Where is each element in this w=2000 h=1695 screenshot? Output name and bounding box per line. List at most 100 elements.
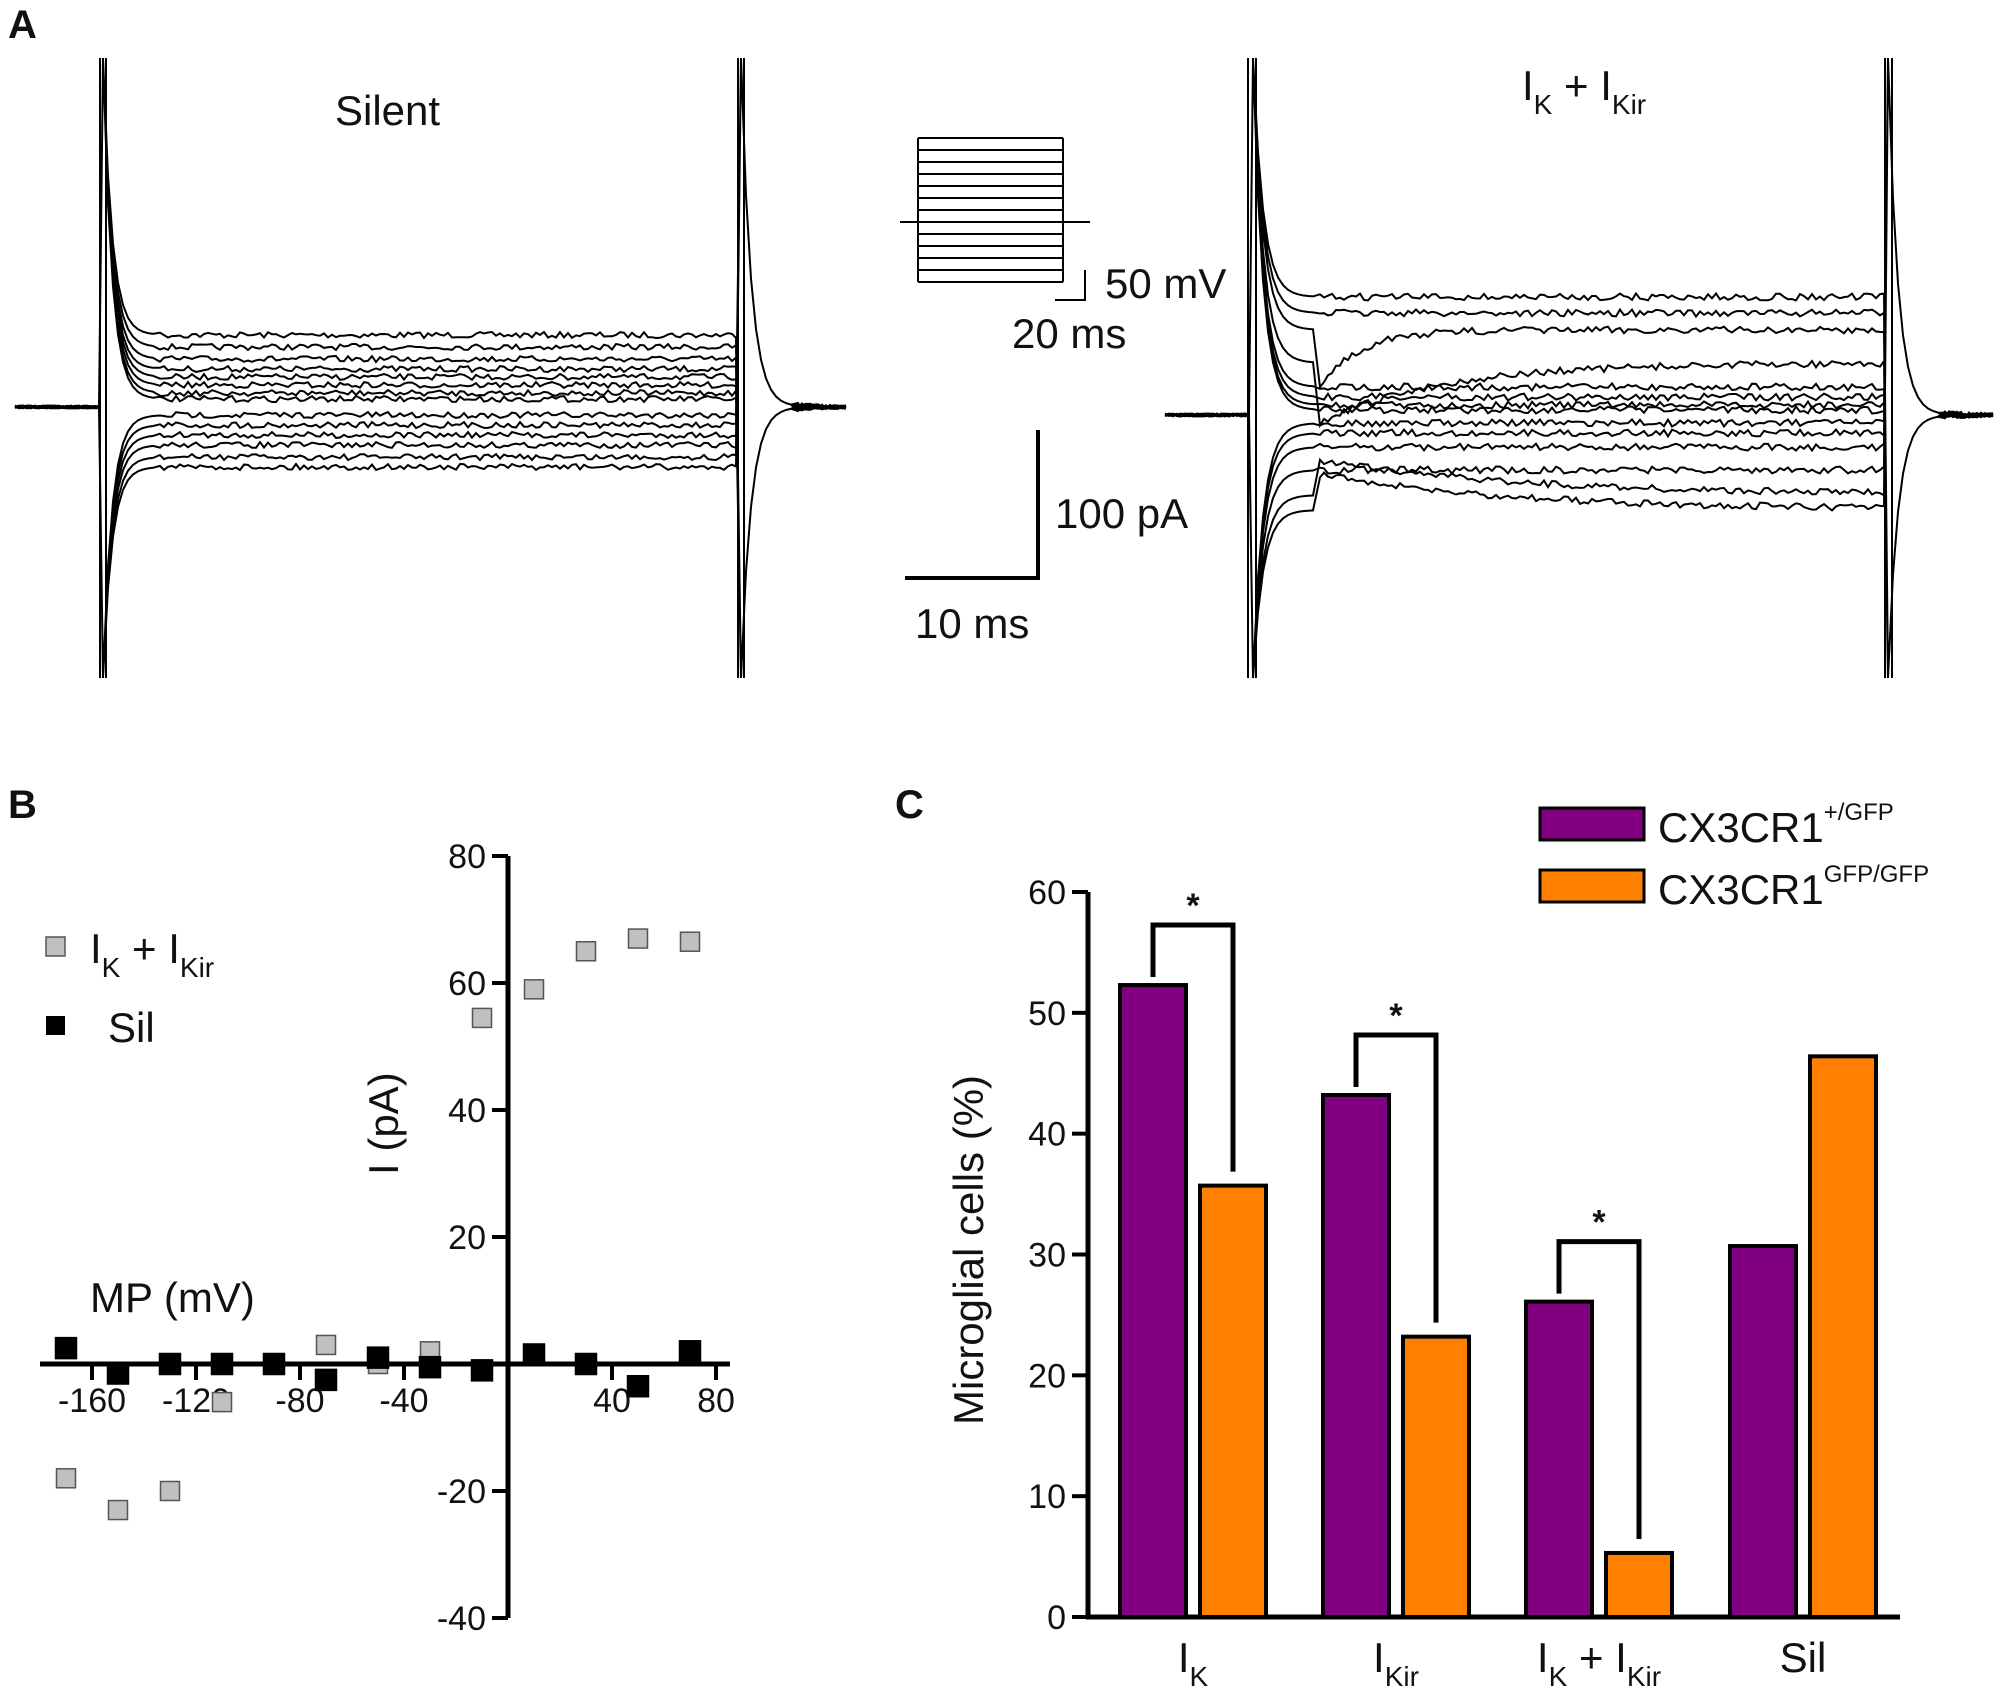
category-sub: Kir <box>1385 1661 1419 1692</box>
current-scale-lines <box>905 430 1040 580</box>
iv-point-sil <box>522 1343 546 1366</box>
category-sub: K <box>1189 1661 1208 1692</box>
bar-y-tick-label: 20 <box>1028 1357 1066 1395</box>
bar-category-labels: IK IKir IK + IKir Sil <box>1178 1634 1827 1692</box>
iv-point-sil <box>366 1346 390 1369</box>
category-main: I <box>1178 1634 1190 1681</box>
legend-marker-ik-ikir <box>45 936 66 957</box>
iv-point-sil <box>54 1336 78 1360</box>
current-scale-bar: 100 pA 10 ms <box>905 430 1188 647</box>
iv-point-sil <box>106 1362 130 1385</box>
legend-plus: + I <box>120 925 180 972</box>
current-scale-amplitude: 100 pA <box>1055 490 1188 537</box>
iv-point-sil <box>574 1352 598 1376</box>
silent-trace-paths <box>14 57 847 679</box>
iv-points <box>54 928 702 1521</box>
legend-het-main: CX3CR1 <box>1658 804 1824 851</box>
bar-cx3cr1-het <box>1728 1244 1798 1619</box>
silent-title: Silent <box>335 87 440 134</box>
bar-y-label: Microglial cells (%) <box>945 1075 992 1425</box>
bar-y-tick-label: 60 <box>1028 874 1066 912</box>
panel-label-a: A <box>8 3 37 47</box>
title-i: I <box>1522 62 1534 109</box>
title-sub-kir: Kir <box>1612 89 1646 120</box>
iv-point-sil <box>210 1352 234 1376</box>
ik-ikir-traces <box>1164 57 1994 679</box>
protocol-scale-time: 20 ms <box>1012 310 1126 357</box>
legend-ko-main: CX3CR1 <box>1658 866 1824 913</box>
iv-point-ik-ikir <box>211 1391 233 1413</box>
bar-category-label: IK + IKir <box>1537 1634 1661 1692</box>
iv-y-tick-label: 60 <box>448 965 486 1003</box>
protocol-scale-bar <box>1055 270 1086 301</box>
title-sub-k: K <box>1534 89 1553 120</box>
iv-point-sil <box>262 1352 286 1376</box>
bar-y-tick-label: 0 <box>1047 1599 1066 1637</box>
category-main: I <box>1537 1634 1549 1681</box>
legend-marker-sil <box>46 1016 65 1035</box>
significance-bracket <box>1556 1239 1642 1539</box>
panel-label-c: C <box>895 783 924 827</box>
significance-bracket <box>1150 922 1236 1172</box>
bar-y-tick-label: 10 <box>1028 1478 1066 1516</box>
bar-category-label: Sil <box>1780 1634 1827 1681</box>
bar-y-tick-label: 30 <box>1028 1237 1066 1275</box>
bar-y-ticks: 0 10 20 30 40 50 60 <box>1028 874 1088 1637</box>
iv-y-tick-label: 80 <box>448 838 486 876</box>
iv-point-ik-ikir <box>471 1007 493 1029</box>
silent-traces <box>14 57 847 679</box>
category-main: Sil <box>1780 1634 1827 1681</box>
protocol-scale-voltage: 50 mV <box>1105 260 1226 307</box>
significance-star: * <box>1389 997 1403 1035</box>
iv-x-ticks: -160 -120 -80 -40 40 80 <box>58 1364 735 1420</box>
legend-het-sup: +/GFP <box>1824 799 1894 826</box>
legend-swatch-het <box>1538 806 1646 842</box>
legend-ko-sup: GFP/GFP <box>1824 861 1929 888</box>
category-sub: K <box>1549 1661 1568 1692</box>
ik-ikir-trace-paths <box>1164 57 1994 679</box>
iv-x-label: MP (mV) <box>90 1274 255 1321</box>
bar-cx3cr1-het <box>1118 983 1188 1619</box>
iv-point-sil <box>314 1368 338 1392</box>
iv-y-label: I (pA) <box>360 1072 407 1175</box>
iv-point-sil <box>418 1355 442 1379</box>
bar-legend: CX3CR1+/GFP CX3CR1GFP/GFP <box>1538 799 1929 913</box>
iv-y-tick-label: -40 <box>437 1600 486 1638</box>
panel-label-b: B <box>8 783 37 827</box>
significance-star: * <box>1592 1204 1606 1242</box>
bar-cx3cr1-ko <box>1401 1334 1471 1619</box>
voltage-protocol-inset: 50 mV 20 ms <box>900 137 1226 357</box>
protocol-steps <box>900 137 1090 283</box>
iv-point-ik-ikir <box>523 979 545 1000</box>
category-sub2: Kir <box>1627 1661 1661 1692</box>
bar-cx3cr1-ko <box>1604 1550 1674 1620</box>
iv-point-ik-ikir <box>315 1334 337 1356</box>
bar-cx3cr1-ko <box>1808 1054 1878 1620</box>
iv-x-tick-label: 40 <box>593 1382 631 1420</box>
iv-point-ik-ikir <box>55 1468 77 1489</box>
legend-label-het: CX3CR1+/GFP <box>1658 799 1894 851</box>
current-scale-duration: 10 ms <box>915 600 1029 647</box>
ik-ikir-title: IK + IKir <box>1522 62 1646 120</box>
iv-point-ik-ikir <box>159 1480 181 1502</box>
iv-point-ik-ikir <box>107 1499 129 1521</box>
significance-bracket <box>1353 1032 1439 1323</box>
iv-x-tick-label: -40 <box>379 1382 428 1420</box>
iv-y-tick-label: 20 <box>448 1219 486 1257</box>
category-plus: + I <box>1567 1634 1627 1681</box>
iv-point-ik-ikir <box>575 941 597 962</box>
iv-point-ik-ikir <box>627 928 649 949</box>
bar-category-label: IK <box>1178 1634 1209 1692</box>
legend-label-ik-ikir: IK + IKir <box>90 925 214 983</box>
bar-cx3cr1-het <box>1321 1093 1391 1619</box>
iv-x-tick-label: -160 <box>58 1382 126 1420</box>
bar-cx3cr1-ko <box>1198 1183 1268 1619</box>
bar-y-tick-label: 50 <box>1028 995 1066 1033</box>
iv-point-sil <box>626 1374 650 1398</box>
iv-x-tick-label: 80 <box>697 1382 735 1420</box>
iv-point-sil <box>678 1340 702 1363</box>
iv-point-sil <box>470 1359 494 1382</box>
